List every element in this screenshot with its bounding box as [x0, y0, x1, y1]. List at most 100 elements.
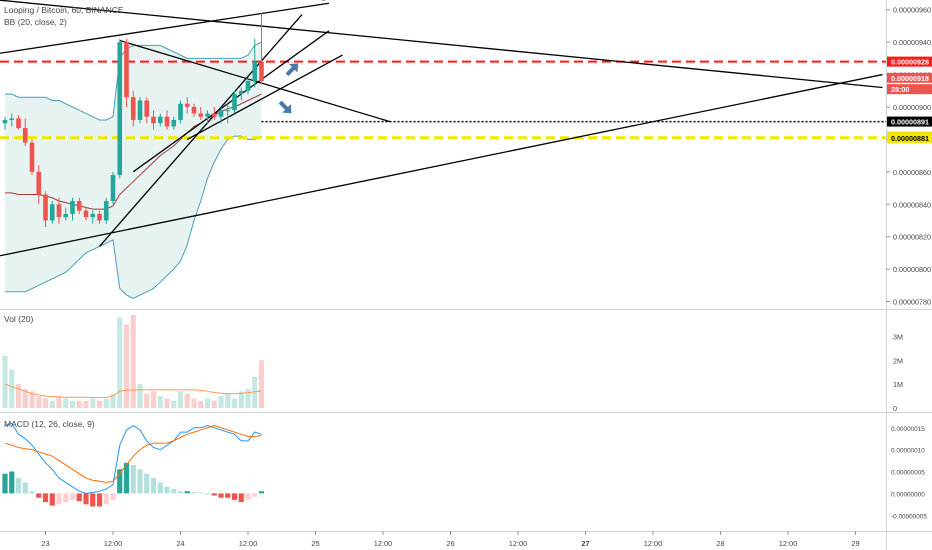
candle[interactable]: [22, 128, 28, 143]
macd-histogram-bar[interactable]: [103, 493, 109, 505]
candle[interactable]: [245, 81, 251, 91]
macd-histogram-bar[interactable]: [137, 469, 143, 494]
volume-bar[interactable]: [144, 393, 150, 408]
candle[interactable]: [259, 61, 264, 82]
candle[interactable]: [16, 118, 21, 129]
volume-bar[interactable]: [245, 388, 251, 408]
macd-histogram-bar[interactable]: [144, 473, 150, 494]
candle[interactable]: [63, 213, 69, 218]
macd-histogram-bar[interactable]: [198, 492, 204, 494]
candle[interactable]: [70, 201, 75, 214]
price-label-box[interactable]: [887, 84, 932, 95]
candle[interactable]: [151, 116, 156, 124]
volume-bar[interactable]: [15, 384, 22, 408]
volume-bar[interactable]: [211, 400, 217, 408]
volume-bar[interactable]: [198, 400, 204, 408]
candle[interactable]: [130, 97, 136, 120]
trend-line[interactable]: [132, 30, 330, 173]
candle[interactable]: [218, 110, 224, 117]
volume-bar[interactable]: [157, 396, 163, 408]
macd-histogram-bar[interactable]: [96, 493, 103, 507]
macd-histogram-bar[interactable]: [123, 462, 130, 494]
macd-histogram-bar[interactable]: [150, 478, 157, 494]
candle[interactable]: [103, 201, 109, 221]
candle[interactable]: [49, 204, 55, 221]
price-label-box[interactable]: [887, 72, 932, 83]
price-label-box[interactable]: [887, 56, 932, 67]
trend-line[interactable]: [99, 14, 303, 247]
macd-histogram-bar[interactable]: [63, 493, 69, 503]
volume-bar[interactable]: [29, 391, 35, 408]
trend-line[interactable]: [0, 2, 330, 54]
macd-histogram-bar[interactable]: [22, 482, 28, 494]
arrow-up-icon[interactable]: [283, 59, 303, 79]
macd-histogram-bar[interactable]: [15, 478, 22, 494]
candle[interactable]: [252, 61, 258, 82]
candle[interactable]: [90, 213, 96, 218]
macd-histogram-bar[interactable]: [231, 493, 238, 500]
volume-bar[interactable]: [252, 377, 258, 408]
symbol-title[interactable]: Looping / Bitcoin, 60, BINANCE: [4, 5, 124, 15]
macd-histogram-bar[interactable]: [258, 491, 265, 494]
candle[interactable]: [205, 113, 210, 117]
volume-bar[interactable]: [117, 317, 123, 408]
candle[interactable]: [144, 100, 150, 117]
volume-bar[interactable]: [137, 384, 143, 408]
candle[interactable]: [225, 110, 231, 112]
trend-line[interactable]: [186, 54, 343, 140]
volume-bar[interactable]: [110, 393, 116, 408]
macd-histogram-bar[interactable]: [184, 491, 190, 494]
volume-bar[interactable]: [171, 400, 177, 408]
macd-histogram-bar[interactable]: [76, 493, 82, 502]
candle[interactable]: [171, 119, 177, 127]
macd-histogram-bar[interactable]: [83, 493, 89, 505]
volume-bar[interactable]: [83, 400, 89, 408]
volume-bar[interactable]: [238, 391, 244, 408]
volume-bar[interactable]: [184, 393, 190, 408]
macd-histogram-bar[interactable]: [110, 493, 116, 500]
macd-histogram-bar[interactable]: [157, 482, 163, 494]
volume-bar[interactable]: [204, 398, 211, 408]
volume-bar[interactable]: [258, 360, 265, 408]
volume-bar[interactable]: [218, 396, 224, 408]
volume-bar[interactable]: [130, 315, 136, 408]
volume-bar[interactable]: [96, 400, 103, 408]
candle[interactable]: [232, 94, 237, 111]
candle[interactable]: [117, 42, 123, 176]
volume-bar[interactable]: [225, 393, 231, 408]
candle[interactable]: [9, 118, 15, 120]
price-label-box[interactable]: [887, 133, 932, 144]
candle[interactable]: [43, 194, 48, 221]
volume-bar[interactable]: [22, 388, 28, 408]
macd-histogram-bar[interactable]: [49, 493, 55, 506]
volume-bar[interactable]: [56, 396, 62, 408]
macd-histogram-bar[interactable]: [225, 493, 231, 498]
candle[interactable]: [157, 116, 163, 124]
macd-histogram-bar[interactable]: [69, 493, 76, 500]
volume-bar[interactable]: [231, 398, 238, 408]
macd-histogram-bar[interactable]: [238, 493, 244, 503]
volume-bar[interactable]: [49, 400, 55, 408]
candle[interactable]: [178, 103, 183, 120]
volume-bar[interactable]: [69, 400, 76, 408]
macd-histogram-bar[interactable]: [36, 493, 42, 498]
trend-line[interactable]: [0, 0, 883, 89]
macd-histogram-bar[interactable]: [245, 493, 251, 500]
macd-histogram-bar[interactable]: [90, 493, 96, 507]
macd-histogram-bar[interactable]: [171, 489, 177, 494]
candle[interactable]: [83, 210, 89, 218]
volume-bar[interactable]: [42, 398, 49, 408]
macd-histogram-bar[interactable]: [56, 493, 62, 505]
candle[interactable]: [124, 42, 129, 98]
candle[interactable]: [29, 142, 35, 172]
candle[interactable]: [56, 204, 62, 218]
volume-bar[interactable]: [90, 398, 96, 408]
macd-histogram-bar[interactable]: [218, 493, 224, 498]
macd-histogram-bar[interactable]: [130, 464, 136, 494]
macd-histogram-bar[interactable]: [252, 493, 258, 497]
candle[interactable]: [2, 119, 8, 124]
macd-histogram-bar[interactable]: [164, 486, 170, 494]
macd-histogram-bar[interactable]: [9, 471, 15, 494]
volume-bar[interactable]: [164, 398, 170, 408]
